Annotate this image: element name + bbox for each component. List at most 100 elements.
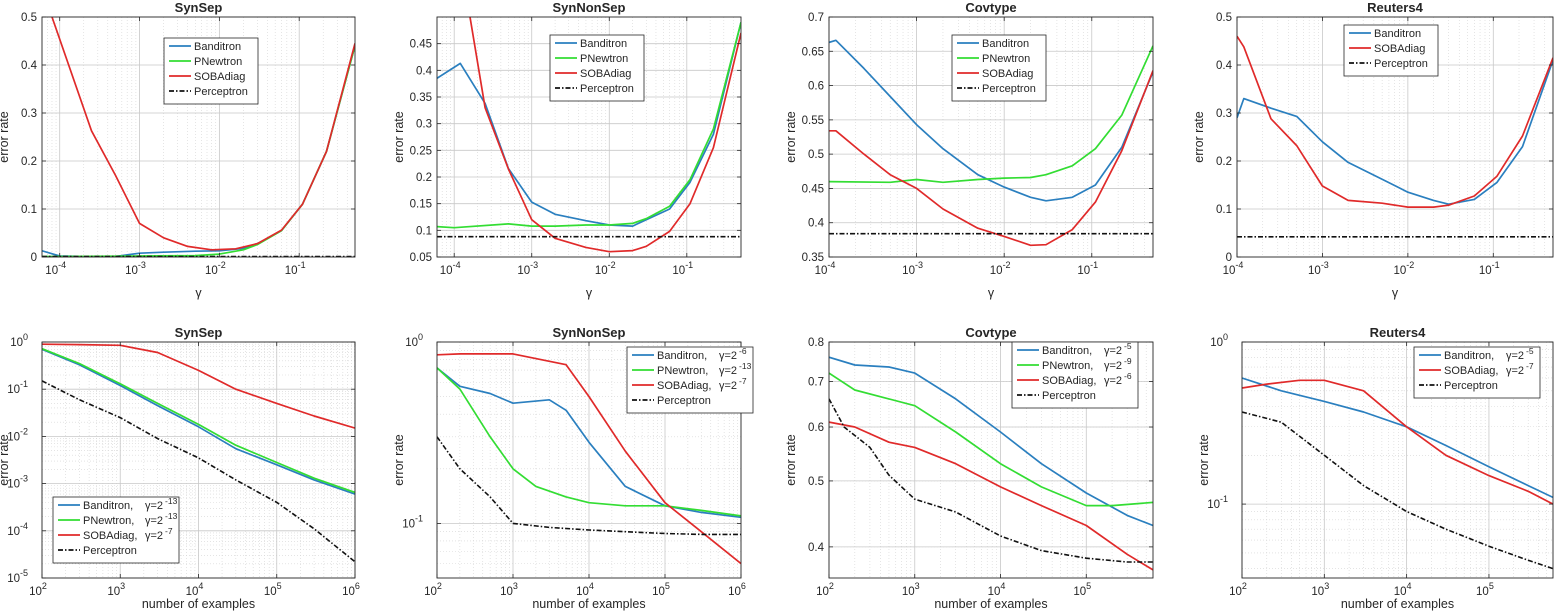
chart-1-ytick-label: 0.1 xyxy=(21,204,37,216)
chart-5-xlabel: number of examples xyxy=(142,597,255,611)
chart-4: 10-4 10-3 10-2 10-100.10.20.30.40.5Reuters4… xyxy=(1192,0,1554,300)
chart-5-legend-label-pnewtron: PNewtron, xyxy=(83,515,134,527)
chart-3-xtick-label: 10-2 xyxy=(990,260,1011,277)
chart-5-ylabel: error rate xyxy=(0,434,11,485)
chart-5-ytick-label: 10-4 xyxy=(7,521,28,538)
chart-2-line-sobadiag xyxy=(469,17,741,253)
chart-3-legend-label-perceptron: Perceptron xyxy=(982,83,1036,95)
chart-2-xtick-label: 10-2 xyxy=(595,260,616,277)
chart-6-legend-label-pnewtron: PNewtron, xyxy=(657,365,708,377)
chart-4-line-banditron xyxy=(1237,59,1553,206)
chart-3-xlabel: γ xyxy=(988,286,995,300)
chart-3-series-group xyxy=(829,39,1153,247)
chart-4-xtick-label: 10-2 xyxy=(1393,260,1414,277)
chart-6-xtick-label: 106 xyxy=(728,581,746,598)
chart-1-legend-label-pnewtron: PNewtron xyxy=(194,56,242,68)
chart-7-ytick-label: 0.4 xyxy=(808,542,825,554)
chart-1-legend-box xyxy=(163,37,259,105)
chart-5-line-banditron xyxy=(42,348,355,495)
chart-2-legend-box xyxy=(549,34,645,102)
chart-1-legend-label-sobadiag: SOBAdiag xyxy=(194,71,245,83)
chart-3-xtick-label: 10-1 xyxy=(1077,260,1098,277)
chart-1-legend-label-banditron: Banditron xyxy=(194,41,241,53)
chart-5-legend-box xyxy=(52,496,180,564)
chart-7-ytick-label: 0.5 xyxy=(808,476,824,488)
chart-5-xtick-label: 103 xyxy=(107,581,125,598)
chart-7-xlabel: number of examples xyxy=(934,597,1047,611)
chart-2-ytick-label: 0.15 xyxy=(410,199,432,211)
chart-7-legend-label-perceptron: Perceptron xyxy=(1042,390,1096,402)
chart-7-ytick-label: 0.6 xyxy=(808,422,824,434)
chart-6-xtick-label: 102 xyxy=(424,581,442,598)
chart-2: 10-4 10-3 10-2 10-1 0.05 0.1 0.15 0.2 0.25 0.3 0.3… xyxy=(392,0,742,300)
chart-6-line-perceptron xyxy=(437,436,741,536)
chart-8-ytick-label: 100 xyxy=(1210,332,1228,349)
chart-8-legend-label-banditron: Banditron, xyxy=(1444,350,1494,362)
chart-3-legend: Banditron PNewtron SOBAdiag Perceptron xyxy=(951,34,1047,102)
chart-2-legend-label-perceptron: Perceptron xyxy=(580,83,634,95)
chart-4-xlabel: γ xyxy=(1392,286,1399,300)
chart-3-ytick-label: 0.35 xyxy=(802,252,824,264)
chart-3-axes-box xyxy=(828,16,1154,258)
chart-3-legend-label-sobadiag: SOBAdiag xyxy=(982,68,1033,80)
chart-2-ytick-label: 0.35 xyxy=(410,92,432,104)
chart-2-legend-label-pnewtron: PNewtron xyxy=(580,53,628,65)
chart-5-line-perceptron xyxy=(42,380,355,563)
chart-6-legend-label-banditron: Banditron, xyxy=(657,350,707,362)
chart-3-legend-box xyxy=(951,34,1047,102)
chart-8-ytick-label: 10-1 xyxy=(1207,494,1228,511)
chart-1-ytick-label: 0.2 xyxy=(21,156,37,168)
chart-2-ytick-label: 0.45 xyxy=(410,39,432,51)
chart-5-legend-label-banditron: Banditron, xyxy=(83,500,133,512)
chart-7-legend-label-sobadiag: SOBAdiag, xyxy=(1042,375,1096,387)
chart-4-ytick-label: 0 xyxy=(1226,252,1232,264)
chart-5-xtick-label: 105 xyxy=(264,581,282,598)
chart-3-ytick-label: 0.5 xyxy=(808,149,824,161)
chart-5-line-sobadiag xyxy=(42,343,355,429)
chart-2-xtick-label: 10-1 xyxy=(672,260,693,277)
chart-4-ytick-label: 0.3 xyxy=(1216,108,1232,120)
chart-8-ylabel: error rate xyxy=(1197,434,1211,485)
chart-4-ytick-label: 0.1 xyxy=(1216,204,1232,216)
chart-1-line-sobadiag xyxy=(51,17,355,251)
chart-7-line-pnewtron xyxy=(829,372,1153,507)
chart-2-legend-label-sobadiag: SOBAdiag xyxy=(580,68,631,80)
chart-5-ytick-label: 10-5 xyxy=(7,568,28,585)
chart-1-xtick-label: 10-4 xyxy=(45,260,66,277)
chart-6-xtick-label: 104 xyxy=(576,581,594,598)
chart-5-xtick-label: 102 xyxy=(29,581,47,598)
chart-3-ytick-label: 0.4 xyxy=(808,218,825,230)
chart-6-legend-label-perceptron: Perceptron xyxy=(657,395,711,407)
chart-3-ytick-label: 0.55 xyxy=(802,115,824,127)
chart-3-ylabel: error rate xyxy=(784,111,798,162)
chart-4-ytick-label: 0.5 xyxy=(1216,12,1232,24)
chart-7-line-perceptron xyxy=(829,398,1153,563)
chart-8-xtick-label: 103 xyxy=(1311,581,1329,598)
chart-5-series-group xyxy=(42,343,355,563)
chart-2-xlabel: γ xyxy=(586,286,593,300)
chart-3-ytick-label: 0.65 xyxy=(802,46,824,58)
chart-5-line-pnewtron xyxy=(42,347,355,494)
chart-5-xtick-label: 106 xyxy=(342,581,360,598)
chart-8-xtick-label: 105 xyxy=(1476,581,1494,598)
chart-8: 102 103 104 105 10-1 100 Reuters4 number of exa… xyxy=(1197,325,1554,611)
chart-2-series-group xyxy=(437,17,741,253)
chart-2-ytick-label: 0.4 xyxy=(416,65,433,77)
chart-1-xtick-label: 10-2 xyxy=(205,260,226,277)
chart-8-xtick-label: 104 xyxy=(1394,581,1412,598)
chart-6-ylabel: error rate xyxy=(392,434,406,485)
chart-3-ytick-label: 0.6 xyxy=(808,81,824,93)
chart-1-ytick-label: 0 xyxy=(31,252,37,264)
chart-6: 102 103 104 105 106 10-1 100 SynNonSep number of… xyxy=(392,325,754,611)
chart-2-legend: Banditron PNewtron SOBAdiag Perceptron xyxy=(549,34,645,102)
chart-3-line-banditron xyxy=(829,39,1153,202)
chart-5-ytick-label: 10-1 xyxy=(7,379,28,396)
chart-3-title: Covtype xyxy=(965,0,1016,15)
chart-3-xtick-label: 10-3 xyxy=(902,260,923,277)
chart-5-xtick-label: 104 xyxy=(186,581,204,598)
chart-4-xtick-label: 10-3 xyxy=(1308,260,1329,277)
chart-7-xtick-label: 105 xyxy=(1073,581,1091,598)
chart-1-xlabel: γ xyxy=(195,286,202,300)
